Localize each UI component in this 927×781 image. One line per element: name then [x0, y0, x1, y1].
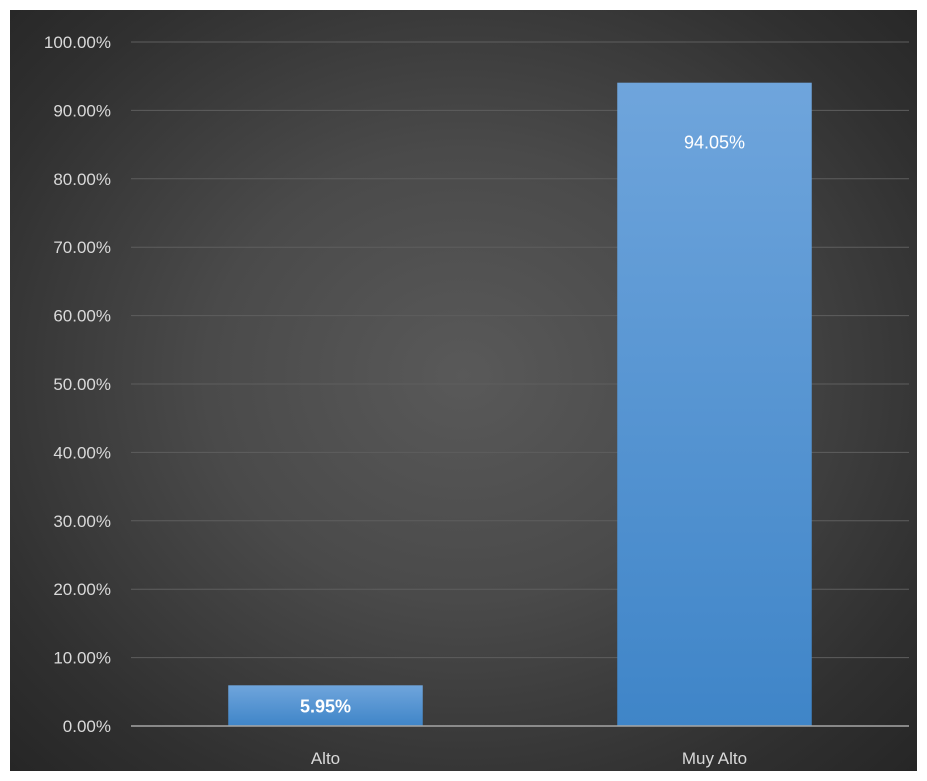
data-label: 5.95% [300, 697, 351, 717]
bar-chart: 0.00% 10.00% 20.00% 30.00% 40.00% 50.00% 60.00… [44, 33, 909, 768]
x-axis-category-labels: Alto Muy Alto [311, 749, 747, 768]
y-axis-tick-labels: 0.00% 10.00% 20.00% 30.00% 40.00% 50.00% 60.00… [44, 33, 111, 736]
bars [228, 82, 812, 726]
x-category-label: Alto [311, 749, 340, 768]
y-tick-label: 70.00% [53, 238, 111, 257]
y-tick-label: 20.00% [53, 580, 111, 599]
data-label: 94.05% [684, 133, 745, 153]
data-labels: 5.95% 94.05% [300, 133, 745, 717]
y-tick-label: 100.00% [44, 33, 111, 52]
y-tick-label: 40.00% [53, 443, 111, 462]
y-tick-label: 50.00% [53, 375, 111, 394]
y-tick-label: 60.00% [53, 307, 111, 326]
chart-area: 0.00% 10.00% 20.00% 30.00% 40.00% 50.00% 60.00… [10, 10, 917, 771]
bar-muy-alto [617, 82, 812, 726]
y-tick-label: 90.00% [53, 101, 111, 120]
y-tick-label: 30.00% [53, 512, 111, 531]
gridlines [131, 41, 909, 659]
y-tick-label: 80.00% [53, 170, 111, 189]
y-tick-label: 10.00% [53, 649, 111, 668]
x-category-label: Muy Alto [682, 749, 747, 768]
bar-alto [228, 685, 423, 726]
y-tick-label: 0.00% [63, 717, 111, 736]
